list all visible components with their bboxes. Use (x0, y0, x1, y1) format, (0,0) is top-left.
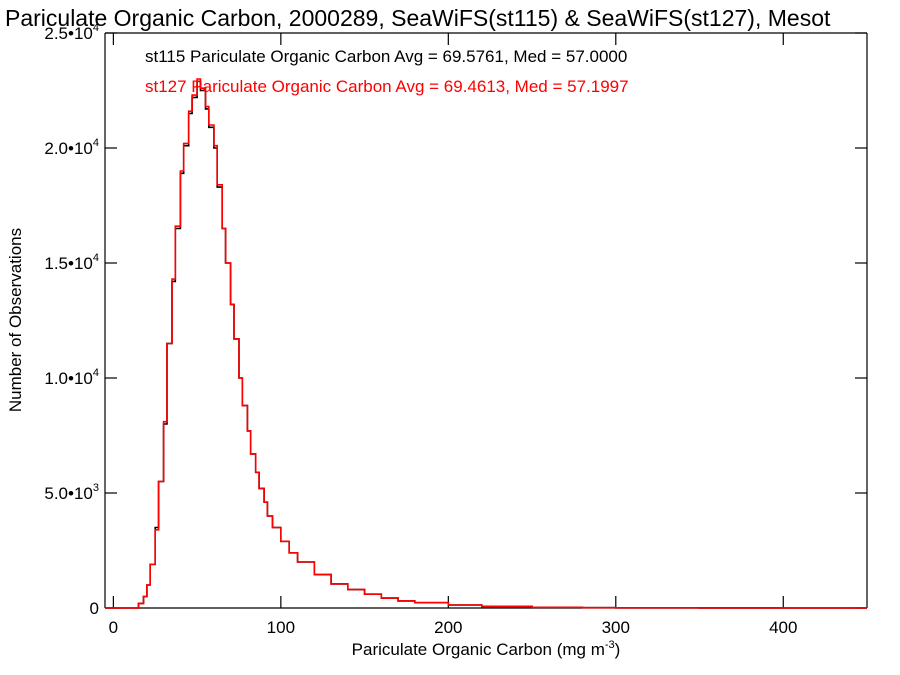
x-tick-label-0: 0 (109, 618, 118, 637)
series-line-st127 (105, 78, 867, 609)
plot-frame (104, 32, 868, 609)
x-tick-group: 0 100 200 300 400 (109, 33, 797, 637)
x-axis-label-end: ) (615, 640, 621, 659)
x-tick-label-2: 200 (434, 618, 462, 637)
x-tick-label-3: 300 (602, 618, 630, 637)
y-tick-label-2: 1.0•104 (44, 367, 99, 388)
y-tick-label-3: 1.5•104 (44, 252, 99, 273)
y-axis-label: Number of Observations (6, 228, 25, 412)
y-tick-label-5: 2.5•104 (44, 22, 99, 43)
chart-title: Pariculate Organic Carbon, 2000289, SeaW… (5, 5, 831, 31)
y-tick-label-4: 2.0•104 (44, 137, 99, 158)
x-axis-label-superscript: -3 (605, 639, 615, 651)
y-tick-label-0: 0 (90, 599, 99, 618)
y-tick-group: 0 5.0•103 1.0•104 1.5•104 2.0•104 2.5•104 (44, 22, 867, 618)
x-tick-label-1: 100 (267, 618, 295, 637)
legend-item-st115: st115 Pariculate Organic Carbon Avg = 69… (145, 47, 627, 66)
x-axis-label: Pariculate Organic Carbon (mg m-3) (352, 639, 621, 659)
x-tick-label-4: 400 (769, 618, 797, 637)
y-tick-label-1: 5.0•103 (44, 482, 99, 503)
series-line-st115 (105, 80, 867, 609)
legend-item-st127: st127 Pariculate Organic Carbon Avg = 69… (145, 77, 629, 96)
series-group (105, 78, 867, 609)
